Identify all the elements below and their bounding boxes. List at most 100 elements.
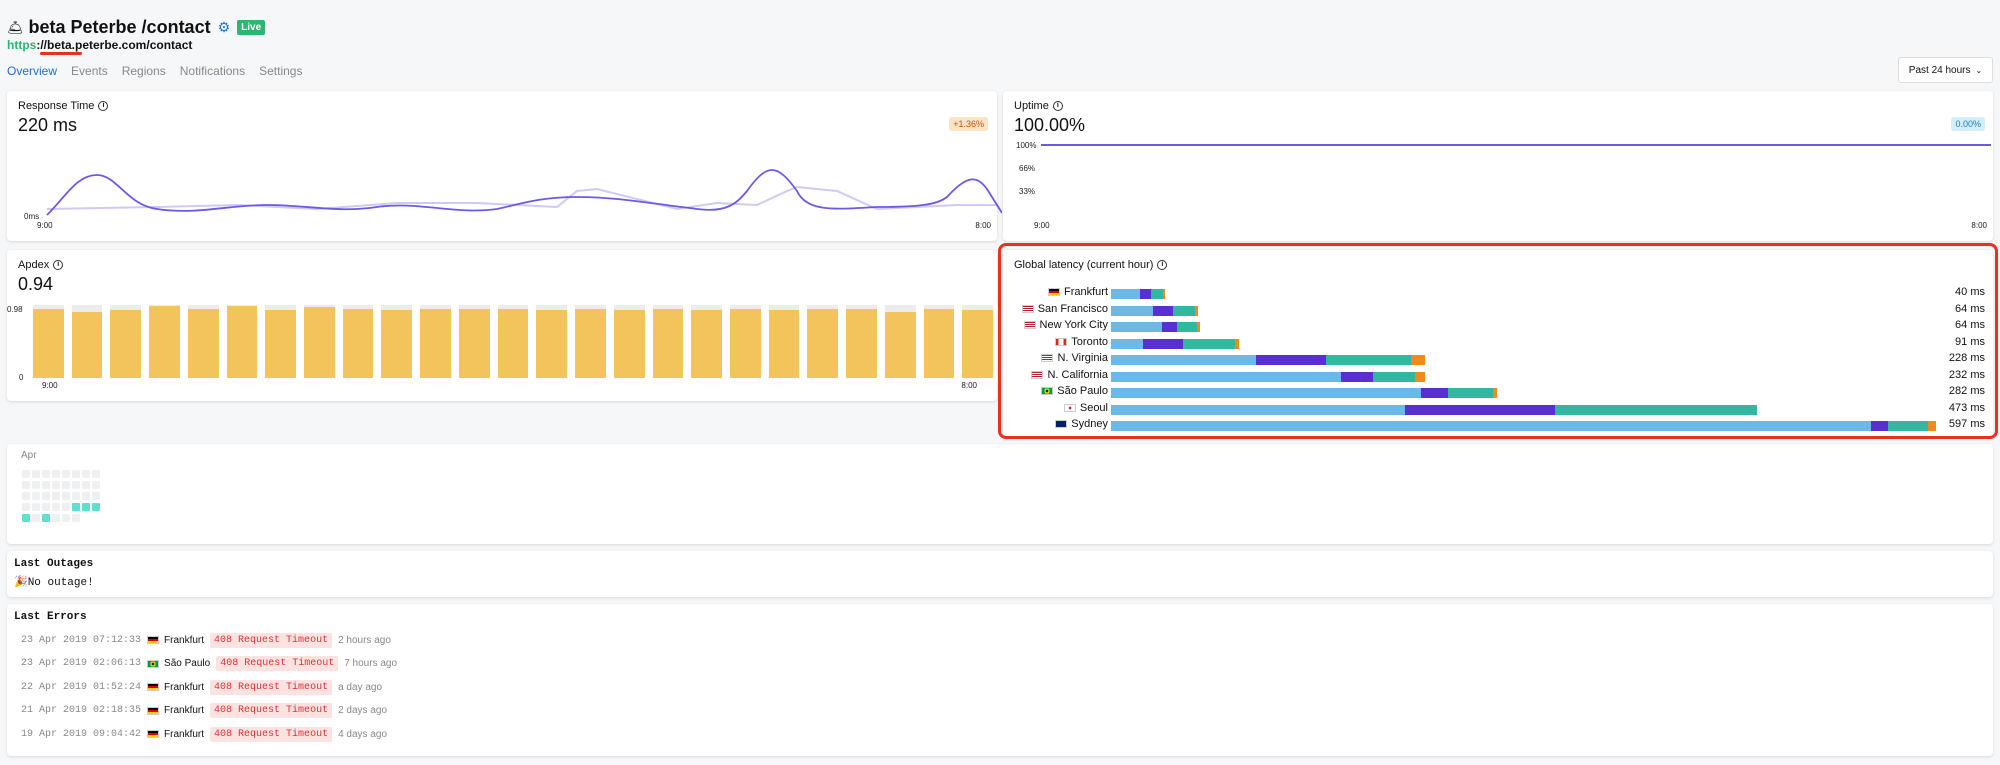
apdex-bar[interactable] <box>575 309 606 378</box>
latency-bar-segment[interactable] <box>1256 355 1326 365</box>
calendar-day-cell[interactable] <box>62 470 70 478</box>
calendar-day-cell[interactable] <box>22 514 30 522</box>
apdex-bar[interactable] <box>33 308 64 378</box>
info-icon[interactable]: i <box>53 260 64 270</box>
latency-bar-segment[interactable] <box>1373 371 1415 382</box>
error-row[interactable]: 23 Apr 2019 02:06:13 São Paulo 408 Request… <box>21 655 397 673</box>
apdex-bar[interactable] <box>923 309 955 378</box>
calendar-day-cell[interactable] <box>22 481 30 489</box>
calendar-day-cell[interactable] <box>52 503 60 511</box>
calendar-day-cell[interactable] <box>52 492 60 500</box>
calendar-day-cell[interactable] <box>82 481 90 489</box>
calendar-day-cell[interactable] <box>92 481 100 489</box>
apdex-bar[interactable] <box>846 309 877 378</box>
calendar-day-cell[interactable] <box>82 470 90 478</box>
latency-bar-segment[interactable] <box>1871 421 1888 431</box>
calendar-day-cell[interactable] <box>42 514 50 522</box>
apdex-bar[interactable] <box>536 310 568 378</box>
calendar-day-cell[interactable] <box>22 492 30 500</box>
settings-gear-icon[interactable]: ⚙ <box>217 19 231 35</box>
apdex-bar[interactable] <box>691 310 722 378</box>
calendar-day-cell[interactable] <box>62 503 70 511</box>
calendar-day-cell[interactable] <box>82 492 90 500</box>
error-row[interactable]: 22 Apr 2019 01:52:24 Frankfurt 408 Request… <box>21 678 382 696</box>
latency-bar-segment[interactable] <box>1177 322 1197 332</box>
latency-bar-segment[interactable] <box>1415 371 1425 382</box>
calendar-day-cell[interactable] <box>72 514 80 522</box>
apdex-bar[interactable] <box>729 308 761 378</box>
latency-bar-segment[interactable] <box>1162 322 1177 332</box>
latency-bar-segment[interactable] <box>1173 305 1195 316</box>
latency-bar-segment[interactable] <box>1326 355 1411 365</box>
calendar-day-cell[interactable] <box>62 492 70 500</box>
calendar-day-cell[interactable] <box>22 503 30 511</box>
tab-overview[interactable]: Overview <box>7 64 58 78</box>
calendar-day-cell[interactable] <box>42 503 50 511</box>
apdex-bar[interactable] <box>187 308 219 378</box>
latency-bar-segment[interactable] <box>1111 421 1871 431</box>
apdex-bar[interactable] <box>768 310 800 378</box>
calendar-day-cell[interactable] <box>32 492 40 500</box>
calendar-day-cell[interactable] <box>52 481 60 489</box>
apdex-bar[interactable] <box>962 310 993 378</box>
monitor-url[interactable]: https://beta.peterbe.com/contact <box>7 38 192 52</box>
apdex-bar[interactable] <box>613 310 645 378</box>
calendar-day-cell[interactable] <box>32 503 40 511</box>
calendar-day-cell[interactable] <box>42 481 50 489</box>
apdex-bar[interactable] <box>497 308 529 378</box>
latency-bar-segment[interactable] <box>1111 371 1341 382</box>
apdex-bar[interactable] <box>110 310 142 378</box>
tab-events[interactable]: Events <box>71 64 108 78</box>
latency-bar-segment[interactable] <box>1111 338 1143 349</box>
latency-bar-segment[interactable] <box>1183 338 1235 349</box>
apdex-bar[interactable] <box>71 311 103 378</box>
calendar-day-cell[interactable] <box>32 514 40 522</box>
info-icon[interactable]: i <box>98 101 109 111</box>
latency-bar-segment[interactable] <box>1411 355 1425 365</box>
calendar-day-cell[interactable] <box>52 514 60 522</box>
calendar-day-cell[interactable] <box>62 514 70 522</box>
calendar-day-cell[interactable] <box>32 470 40 478</box>
calendar-day-cell[interactable] <box>82 503 90 511</box>
latency-bar-segment[interactable] <box>1555 404 1757 415</box>
latency-bar-segment[interactable] <box>1888 421 1928 431</box>
info-icon[interactable]: i <box>1157 260 1168 270</box>
info-icon[interactable]: i <box>1052 101 1063 111</box>
latency-bar-segment[interactable] <box>1111 322 1162 332</box>
error-row[interactable]: 21 Apr 2019 02:18:35 Frankfurt 408 Request… <box>21 702 387 720</box>
latency-bar-segment[interactable] <box>1421 388 1448 398</box>
calendar-day-cell[interactable] <box>72 503 80 511</box>
time-range-select[interactable]: Past 24 hours ⌄ <box>1898 57 1993 83</box>
tab-settings[interactable]: Settings <box>259 64 303 78</box>
apdex-bar[interactable] <box>304 307 335 378</box>
apdex-bar[interactable] <box>420 308 451 378</box>
tab-regions[interactable]: Regions <box>121 64 166 78</box>
latency-bar-segment[interactable] <box>1151 289 1163 299</box>
calendar-day-cell[interactable] <box>52 470 60 478</box>
latency-bar-segment[interactable] <box>1153 305 1173 316</box>
latency-bar-segment[interactable] <box>1163 289 1165 299</box>
calendar-day-cell[interactable] <box>22 470 30 478</box>
latency-bar-segment[interactable] <box>1195 305 1198 316</box>
apdex-bar[interactable] <box>342 309 374 378</box>
calendar-day-cell[interactable] <box>62 481 70 489</box>
calendar-day-cell[interactable] <box>72 481 80 489</box>
latency-bar-segment[interactable] <box>1111 355 1256 365</box>
latency-bar-segment[interactable] <box>1111 289 1140 299</box>
latency-bar-segment[interactable] <box>1405 404 1555 415</box>
calendar-day-cell[interactable] <box>42 492 50 500</box>
apdex-bar[interactable] <box>884 311 916 378</box>
apdex-bar[interactable] <box>458 309 490 378</box>
latency-bar-segment[interactable] <box>1928 421 1936 431</box>
calendar-day-cell[interactable] <box>32 481 40 489</box>
calendar-day-cell[interactable] <box>72 470 80 478</box>
calendar-day-cell[interactable] <box>92 503 100 511</box>
apdex-bar[interactable] <box>652 308 684 378</box>
apdex-bar[interactable] <box>381 310 413 378</box>
calendar-day-cell[interactable] <box>92 492 100 500</box>
calendar-day-cell[interactable] <box>92 470 100 478</box>
calendar-day-cell[interactable] <box>72 492 80 500</box>
latency-bar-segment[interactable] <box>1111 305 1153 316</box>
latency-bar-segment[interactable] <box>1140 289 1151 299</box>
latency-bar-segment[interactable] <box>1493 388 1497 398</box>
